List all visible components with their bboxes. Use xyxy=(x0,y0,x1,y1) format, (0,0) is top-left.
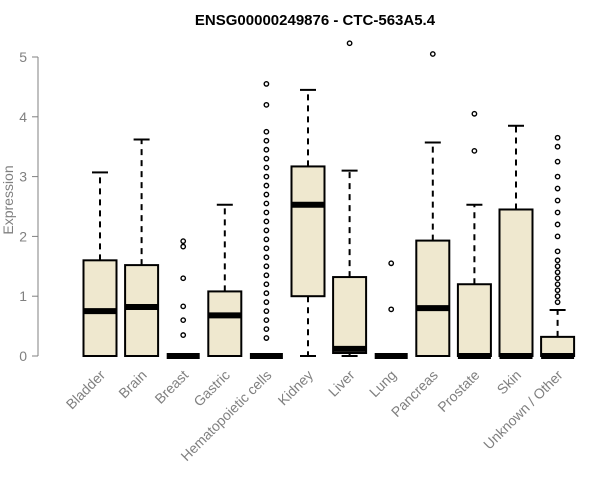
outlier-point xyxy=(554,287,561,294)
outlier-point xyxy=(263,182,270,189)
outlier-point xyxy=(554,134,561,141)
box-body xyxy=(290,165,326,298)
outlier-point xyxy=(554,209,561,216)
outlier-point xyxy=(554,233,561,240)
outlier-point xyxy=(263,299,270,306)
outlier-point xyxy=(263,254,270,261)
x-tick-label: Lung xyxy=(366,367,399,400)
x-tick-label: Bladder xyxy=(63,367,109,413)
box-group xyxy=(374,260,408,359)
chart-title: ENSG00000249876 - CTC-563A5.4 xyxy=(195,12,436,29)
y-tick-label: 2 xyxy=(19,228,27,244)
box-body xyxy=(415,239,451,357)
box-body xyxy=(332,276,368,355)
outlier-point xyxy=(471,110,478,117)
x-tick-label: Unknown / Other xyxy=(480,367,566,453)
outlier-point xyxy=(180,332,187,338)
outlier-point xyxy=(263,335,270,341)
y-axis-label: Expression xyxy=(0,165,16,234)
outlier-point xyxy=(263,281,270,288)
outlier-point xyxy=(180,275,187,282)
outlier-point xyxy=(263,173,270,180)
outlier-point xyxy=(388,260,395,267)
outlier-point xyxy=(554,248,561,255)
box-body xyxy=(207,290,243,357)
outlier-point xyxy=(554,299,561,306)
x-tick-label: Prostate xyxy=(434,367,482,415)
outlier-point xyxy=(471,147,478,154)
box-group xyxy=(540,134,576,359)
box-body xyxy=(498,208,534,357)
box-group xyxy=(166,238,200,359)
outlier-point xyxy=(263,137,270,144)
outlier-point xyxy=(554,257,561,264)
box-group xyxy=(332,40,368,357)
outlier-point xyxy=(554,173,561,180)
outlier-point xyxy=(554,221,561,228)
x-tick-label: Skin xyxy=(494,367,525,398)
box-body xyxy=(124,264,160,358)
y-tick-label: 5 xyxy=(19,49,27,65)
box-group xyxy=(290,88,326,357)
outlier-point xyxy=(554,293,561,300)
box-group xyxy=(207,203,243,357)
outlier-point xyxy=(180,243,187,250)
outlier-point xyxy=(346,40,353,47)
x-tick-label: Brain xyxy=(115,367,149,401)
x-tick-label: Liver xyxy=(325,367,358,400)
box-group xyxy=(124,138,160,358)
x-tick-label: Breast xyxy=(151,367,191,407)
outlier-point xyxy=(263,101,270,108)
outlier-point xyxy=(429,51,436,57)
outlier-point xyxy=(388,306,395,313)
outlier-point xyxy=(263,245,270,252)
box-group xyxy=(82,171,118,358)
outlier-point xyxy=(554,197,561,204)
outlier-point xyxy=(263,263,270,270)
outlier-point xyxy=(263,146,270,153)
box-body xyxy=(456,283,492,357)
outlier-point xyxy=(554,263,561,270)
outlier-point xyxy=(263,236,270,243)
outlier-point xyxy=(263,155,270,162)
outlier-point xyxy=(263,227,270,234)
outlier-point xyxy=(180,303,187,310)
box-group xyxy=(415,51,451,357)
x-tick-label: Kidney xyxy=(275,367,317,409)
y-tick-label: 3 xyxy=(19,169,27,185)
outlier-point xyxy=(554,158,561,165)
outlier-point xyxy=(263,209,270,216)
outlier-point xyxy=(263,317,270,324)
outlier-point xyxy=(263,81,270,87)
boxes-layer xyxy=(82,40,576,359)
y-tick-label: 1 xyxy=(19,288,27,304)
outlier-point xyxy=(554,269,561,276)
y-tick-label: 0 xyxy=(19,348,27,364)
y-axis: 0 1 2 3 4 5 xyxy=(19,49,39,364)
box-group xyxy=(498,124,534,359)
box-group xyxy=(249,81,283,359)
outlier-point xyxy=(180,317,187,324)
outlier-point xyxy=(263,218,270,225)
y-tick-label: 4 xyxy=(19,109,27,125)
outlier-point xyxy=(263,290,270,297)
outlier-point xyxy=(263,191,270,198)
outlier-point xyxy=(554,185,561,192)
outlier-point xyxy=(263,164,270,171)
outlier-point xyxy=(554,143,561,150)
outlier-point xyxy=(263,326,270,332)
outlier-point xyxy=(554,281,561,288)
outlier-point xyxy=(263,128,270,135)
outlier-point xyxy=(263,308,270,315)
outlier-point xyxy=(554,275,561,282)
outlier-point xyxy=(263,200,270,207)
outlier-point xyxy=(180,238,187,245)
outlier-point xyxy=(263,272,270,279)
box-group xyxy=(456,110,492,359)
